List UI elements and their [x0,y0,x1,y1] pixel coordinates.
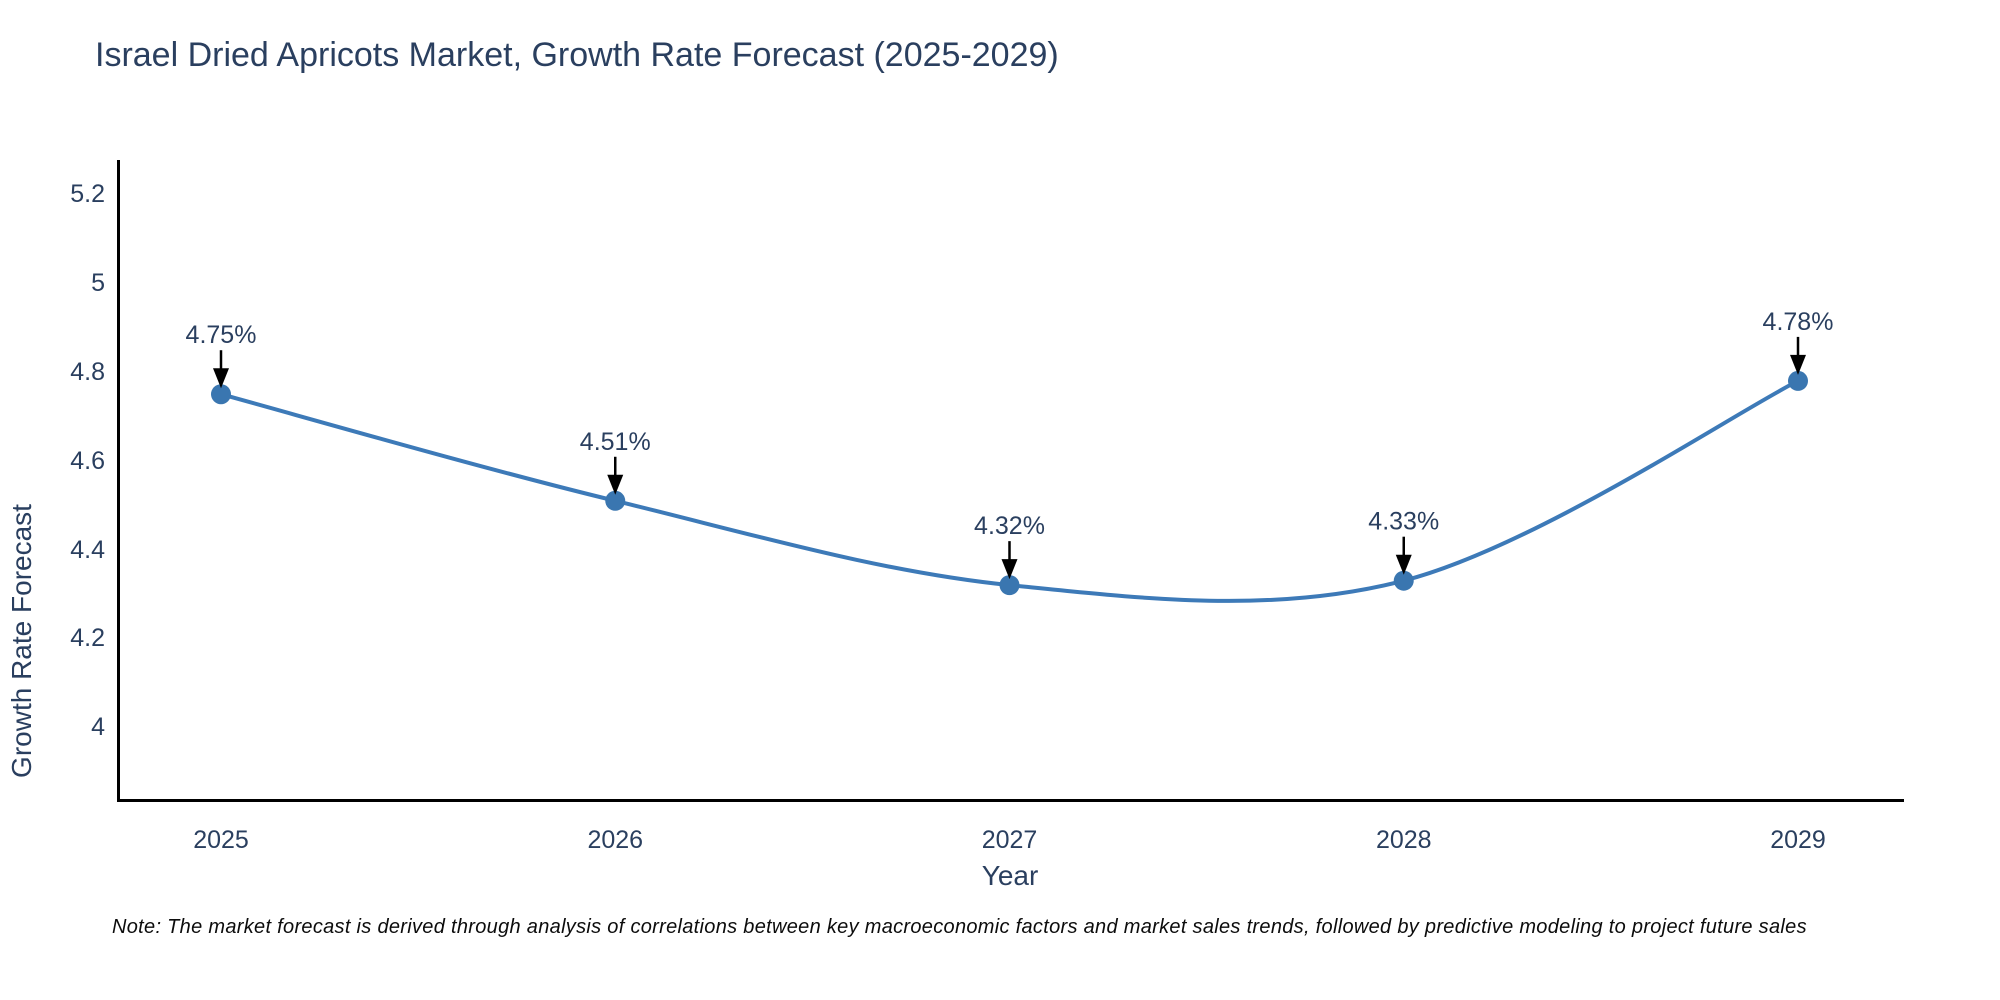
x-axis-title: Year [981,860,1039,891]
data-point-marker [605,490,626,511]
x-tick-label: 2027 [981,826,1038,854]
y-tick-label: 4.4 [70,535,105,564]
annotation-arrowhead-icon [1790,354,1806,375]
chart-svg: 4.75% 4.51% 4.32% 4.33% 4.78% [117,160,1904,802]
x-tick-label: 2029 [1770,826,1826,854]
footnote: Note: The market forecast is derived thr… [112,916,1807,938]
y-tick-label: 5.2 [70,180,105,209]
data-point-marker [1393,570,1414,591]
x-tick-label: 2025 [193,826,249,854]
chart-title: Israel Dried Apricots Market, Growth Rat… [95,36,1059,74]
annotation-arrowhead-icon [1001,559,1018,580]
point-annotation: 4.78% [1763,308,1834,336]
y-tick-label: 5 [91,269,105,298]
y-tick-label: 4.8 [70,358,105,386]
y-tick-label: 4 [91,713,105,742]
x-tick-label: 2026 [587,826,644,854]
point-annotation: 4.51% [580,428,651,456]
plot-area: 4.75% 4.51% 4.32% 4.33% 4.78% [117,160,1904,802]
y-tick-label: 4.2 [70,624,105,653]
annotation-arrowhead-icon [607,474,624,495]
data-point-marker [999,575,1020,596]
point-annotation: 4.33% [1368,508,1439,536]
point-annotation: 4.32% [974,512,1045,540]
x-tick-label: 2028 [1375,826,1432,854]
y-tick-label: 4.6 [70,446,105,475]
annotation-arrowhead-icon [1395,554,1412,575]
data-point-marker [1788,370,1808,391]
point-annotation: 4.75% [186,321,257,349]
annotation-arrowhead-icon [213,368,229,389]
data-point-marker [211,384,231,405]
